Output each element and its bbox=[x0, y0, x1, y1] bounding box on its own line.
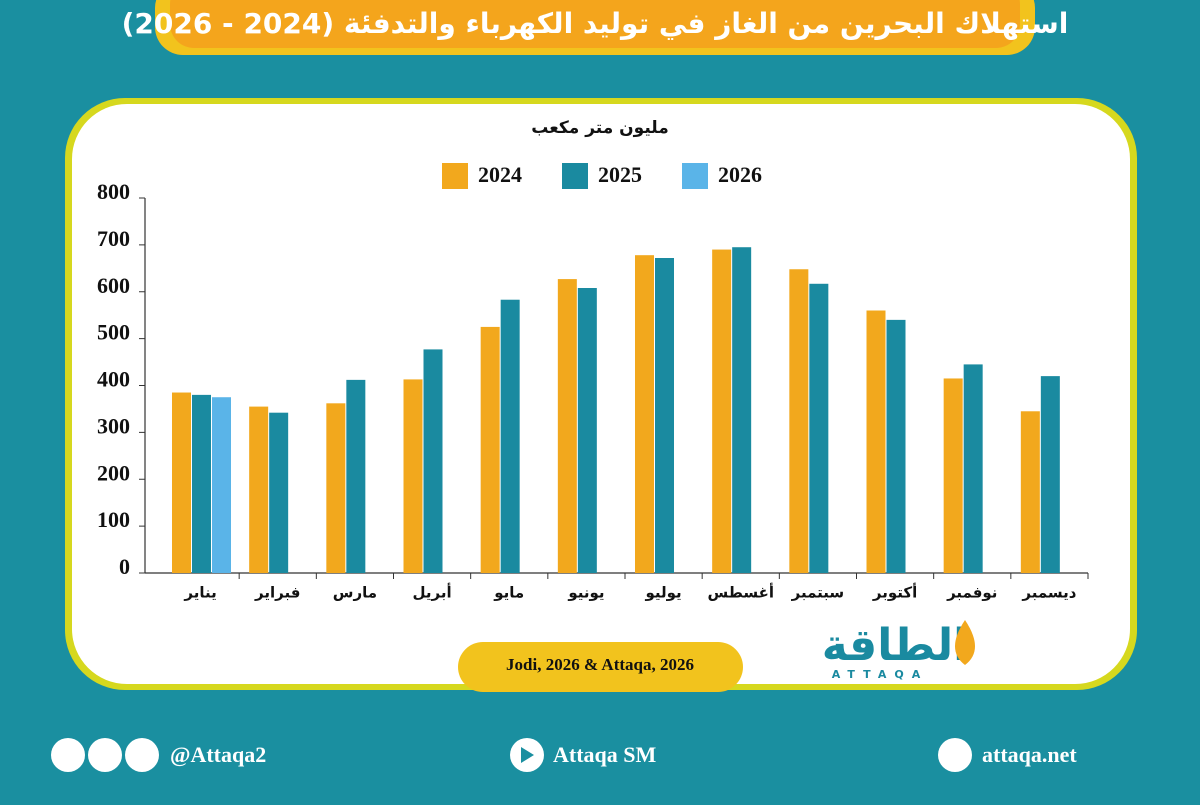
bar bbox=[269, 412, 289, 573]
x-tick-label: مايو bbox=[493, 584, 524, 602]
y-tick-label: 300 bbox=[97, 413, 130, 438]
x-tick-label: ديسمبر bbox=[1021, 584, 1076, 602]
y-tick-label: 600 bbox=[97, 273, 130, 298]
x-icon[interactable] bbox=[51, 738, 85, 772]
bar bbox=[1020, 411, 1040, 573]
title-banner-inner bbox=[170, 0, 1020, 48]
bar bbox=[423, 349, 443, 573]
source-box bbox=[458, 642, 743, 692]
bar bbox=[212, 397, 231, 573]
bar bbox=[866, 310, 886, 573]
x-tick-label: يوليو bbox=[644, 584, 681, 602]
bar bbox=[712, 249, 732, 573]
title: استهلاك البحرين من الغاز في توليد الكهرب… bbox=[122, 7, 1069, 40]
handle: @Attaqa2 bbox=[170, 742, 266, 767]
logo-drop bbox=[955, 620, 975, 665]
legend-swatch bbox=[562, 163, 588, 189]
y-tick-label: 0 bbox=[119, 554, 130, 579]
y-tick-label: 100 bbox=[97, 507, 130, 532]
bar bbox=[500, 299, 520, 573]
y-tick-label: 700 bbox=[97, 226, 130, 251]
bar bbox=[577, 288, 597, 573]
youtube-play bbox=[521, 747, 534, 763]
bar bbox=[249, 406, 269, 573]
bar bbox=[886, 319, 906, 573]
instagram-icon[interactable] bbox=[88, 738, 122, 772]
bar bbox=[326, 403, 346, 573]
source: Jodi, 2026 & Attaqa, 2026 bbox=[506, 655, 694, 674]
bar bbox=[809, 283, 829, 573]
web-icon[interactable] bbox=[938, 738, 972, 772]
bar bbox=[557, 279, 577, 573]
x-tick-label: سبتمبر bbox=[791, 584, 845, 602]
youtube: Attaqa SM bbox=[553, 742, 657, 767]
x-tick-label: فبراير bbox=[254, 584, 300, 602]
bar bbox=[346, 379, 366, 573]
bar bbox=[480, 326, 500, 573]
y-tick-label: 800 bbox=[97, 179, 130, 204]
bar bbox=[655, 258, 674, 573]
bar bbox=[732, 247, 752, 573]
bar bbox=[635, 255, 654, 573]
y-tick-label: 200 bbox=[97, 460, 130, 485]
bar bbox=[1040, 376, 1060, 573]
bar bbox=[192, 394, 211, 573]
legend: 2024 2025 2026 bbox=[442, 162, 762, 189]
x-tick-label: أبريل bbox=[413, 583, 452, 602]
logo-latin: ATTAQA bbox=[832, 668, 928, 681]
bar bbox=[403, 379, 423, 573]
y-axis-title: مليون متر مكعب bbox=[531, 118, 668, 138]
x-tick-label: يناير bbox=[183, 584, 216, 602]
y-tick-label: 500 bbox=[97, 320, 130, 345]
bar bbox=[789, 269, 809, 573]
legend-label: 2024 bbox=[478, 162, 522, 187]
legend-label: 2025 bbox=[598, 162, 642, 187]
logo-arabic: الطاقة bbox=[822, 620, 968, 671]
plot: 0 100 200 300 400 500 600 700 800 يناير فبراير مارس… bbox=[97, 179, 1089, 602]
bar bbox=[963, 364, 983, 573]
legend-swatch bbox=[682, 163, 708, 189]
legend-label: 2026 bbox=[718, 162, 762, 187]
x-tick-label: أكتوبر bbox=[872, 583, 917, 602]
bar bbox=[943, 378, 963, 573]
website: attaqa.net bbox=[982, 742, 1077, 767]
x-tick-label: يونيو bbox=[567, 584, 604, 602]
bar bbox=[172, 392, 191, 573]
x-tick-label: مارس bbox=[333, 584, 377, 602]
facebook-icon[interactable] bbox=[125, 738, 159, 772]
x-tick-label: نوفمبر bbox=[946, 584, 997, 602]
x-tick-label: أغسطس bbox=[708, 583, 774, 602]
y-tick-label: 400 bbox=[97, 367, 130, 392]
legend-swatch bbox=[442, 163, 468, 189]
